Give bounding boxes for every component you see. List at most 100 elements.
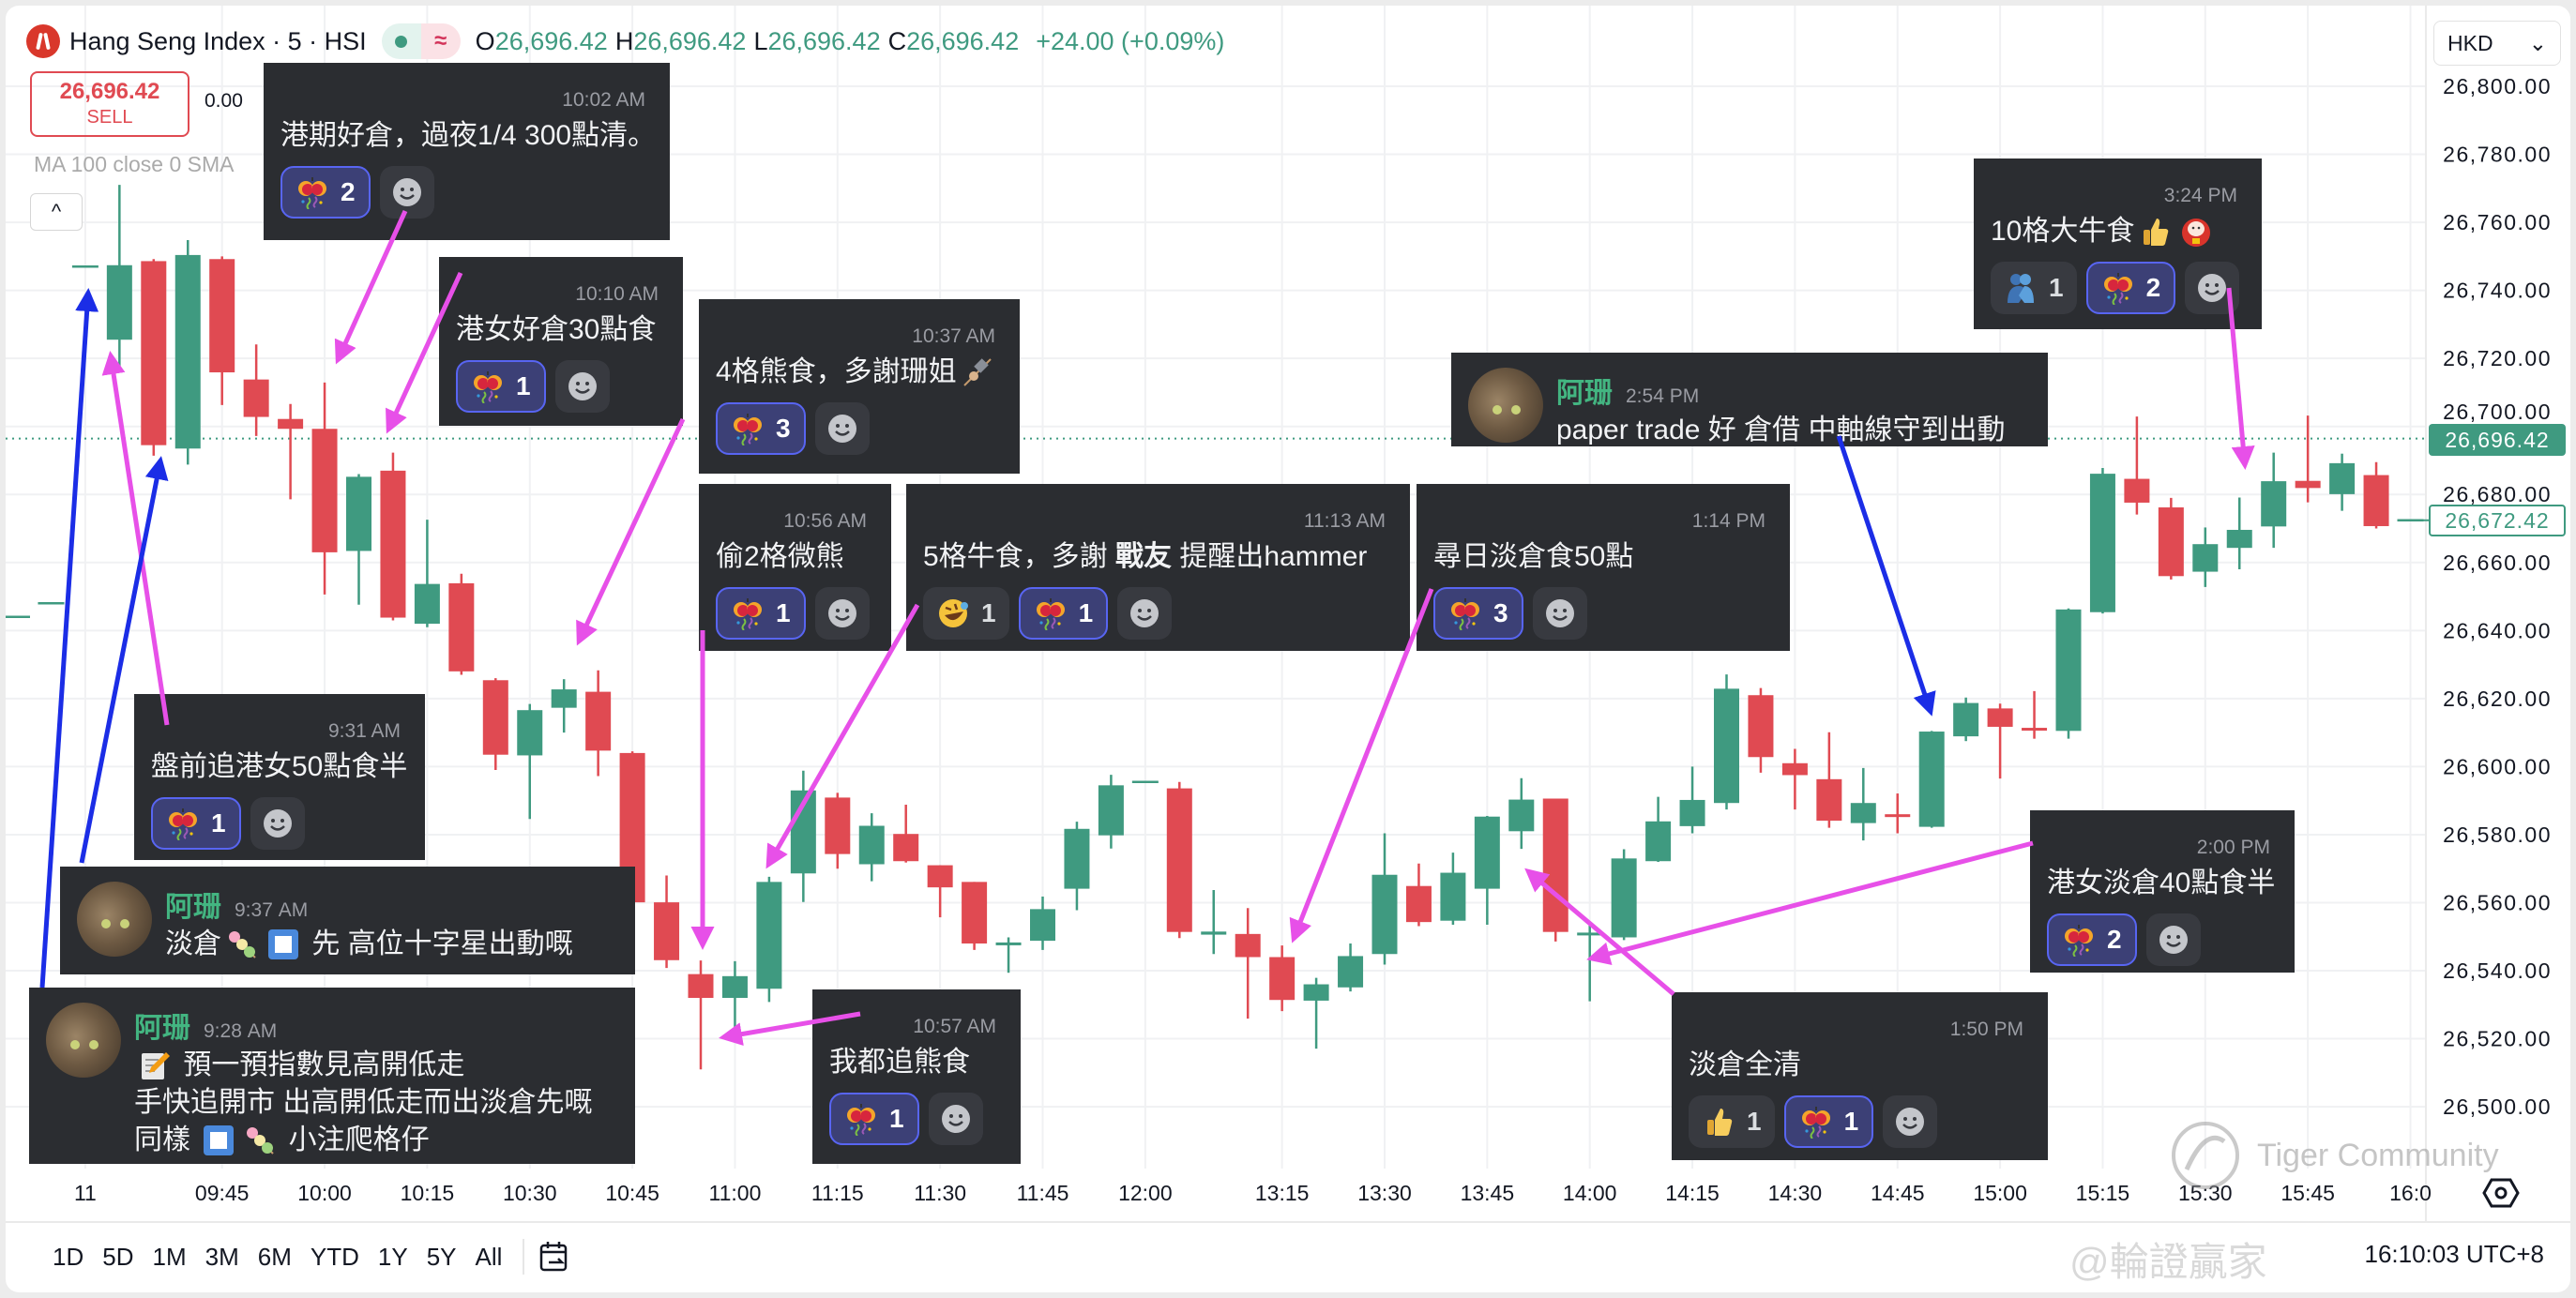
reaction-party-popper[interactable]: 1 — [829, 1093, 919, 1145]
candle — [1987, 703, 2013, 779]
reaction-party-popper[interactable]: 3 — [716, 402, 806, 455]
x-tick-label: 10:00 — [297, 1181, 352, 1205]
smile-icon — [826, 412, 859, 445]
add-reaction-button[interactable] — [2145, 913, 2201, 966]
dango-icon — [243, 1124, 277, 1157]
ohlc-l-label: L — [753, 26, 768, 55]
candle-body — [2022, 728, 2048, 732]
range-button-5d[interactable]: 5D — [102, 1242, 134, 1271]
add-reaction-button[interactable] — [928, 1093, 983, 1145]
chat-reply[interactable]: 2:00 PM 港女淡倉40點食半 2 — [2030, 810, 2295, 973]
chat-reply[interactable]: 10:02 AM 港期好倉，過夜1/4 300點清。 2 — [264, 63, 670, 240]
username[interactable]: 阿珊 — [1556, 378, 1613, 409]
add-reaction-button[interactable] — [379, 166, 434, 219]
chart-settings-icon[interactable] — [2482, 1176, 2520, 1210]
candle-body — [1338, 956, 1364, 988]
message-text: 手快追開市 出高開低走而出淡倉先嘅 — [134, 1087, 593, 1118]
daruma-icon — [2179, 215, 2213, 249]
avatar[interactable] — [1468, 368, 1543, 443]
chat-reply[interactable]: 10:56 AM 偷2格微熊 1 — [699, 484, 891, 651]
add-reaction-button[interactable] — [1117, 587, 1173, 640]
reaction-row: 2 — [280, 166, 653, 219]
candle — [1269, 945, 1296, 1012]
reaction-party-popper[interactable]: 2 — [2047, 913, 2137, 966]
clock-timezone[interactable]: 16:10:03 UTC+8 — [2364, 1240, 2544, 1268]
chat-reply[interactable]: 3:24 PM 10格大牛食 1 2 — [1974, 158, 2262, 329]
range-button-ytd[interactable]: YTD — [310, 1242, 359, 1271]
reaction-party-popper[interactable]: 1 — [716, 587, 806, 640]
reaction-thumbs-up[interactable]: 1 — [1689, 1095, 1775, 1148]
candle-body — [756, 882, 782, 989]
reaction-people-hugging[interactable]: 1 — [1991, 262, 2077, 314]
range-button-5y[interactable]: 5Y — [426, 1242, 457, 1271]
range-button-1y[interactable]: 1Y — [377, 1242, 408, 1271]
currency-select[interactable]: HKD ⌄ — [2433, 21, 2561, 66]
add-reaction-button[interactable] — [250, 797, 305, 850]
reaction-count: 1 — [889, 1104, 904, 1133]
y-tick-label: 26,740.00 — [2443, 279, 2552, 303]
username[interactable]: 阿珊 — [134, 1013, 190, 1044]
add-reaction-button[interactable] — [2185, 262, 2240, 314]
reaction-count: 3 — [776, 414, 791, 443]
chat-reply[interactable]: 10:10 AM 港女好倉30點食 1 — [439, 257, 683, 426]
add-reaction-button[interactable] — [554, 360, 610, 413]
chat-message[interactable]: 阿珊 2:54 PM paper trade 好 倉借 中軸線守到出動 — [1451, 353, 2048, 446]
candle — [1645, 796, 1672, 862]
avatar[interactable] — [77, 882, 152, 957]
candle-body — [1714, 688, 1739, 804]
add-reaction-button[interactable] — [814, 402, 870, 455]
x-tick-label: 14:45 — [1871, 1181, 1925, 1205]
chart-header: Hang Seng Index · 5 · HSI ≈ O26,696.42 H2… — [26, 23, 1232, 60]
smile-icon — [261, 807, 295, 840]
reaction-party-popper[interactable]: 1 — [151, 797, 241, 850]
chat-reply[interactable]: 10:37 AM 4格熊食，多謝珊姐 3 — [699, 299, 1020, 474]
avatar[interactable] — [46, 1003, 121, 1078]
range-button-1d[interactable]: 1D — [53, 1242, 84, 1271]
reaction-row: 3 — [1433, 587, 1773, 640]
range-button-all[interactable]: All — [475, 1242, 503, 1271]
reaction-party-popper[interactable]: 1 — [456, 360, 546, 413]
date-range-calendar-icon[interactable] — [536, 1238, 573, 1275]
x-tick-label: 12:00 — [1118, 1181, 1173, 1205]
chat-reply[interactable]: 1:14 PM 尋日淡倉食50點 3 — [1417, 484, 1790, 651]
reaction-party-popper[interactable]: 2 — [280, 166, 371, 219]
candle-body — [1781, 762, 1808, 776]
reaction-party-popper[interactable]: 3 — [1433, 587, 1523, 640]
add-reaction-button[interactable] — [1532, 587, 1587, 640]
reaction-party-popper[interactable]: 1 — [1018, 587, 1109, 640]
range-button-3m[interactable]: 3M — [205, 1242, 239, 1271]
reaction-rolling-laughing[interactable]: 1 — [923, 587, 1009, 640]
chat-message[interactable]: 阿珊 9:28 AM 預一預指數見高開低走 手快追開市 出高開低走而出淡倉先嘅 同樣 … — [29, 988, 635, 1164]
indicator-legend[interactable]: MA 100 close 0 SMA — [34, 152, 235, 176]
range-button-6m[interactable]: 6M — [257, 1242, 292, 1271]
reaction-row: 1 — [829, 1093, 1004, 1145]
chat-reply[interactable]: 11:13 AM 5格牛食，多謝 戰友 提醒出hammer 1 1 — [906, 484, 1410, 651]
message-body: 盤前追港女50點食半 — [151, 748, 408, 786]
chat-reply[interactable]: 1:50 PM 淡倉全清 1 1 — [1672, 992, 2048, 1160]
reaction-party-popper[interactable]: 1 — [1783, 1095, 1874, 1148]
candle-body — [243, 379, 269, 417]
reaction-row: 1 — [456, 360, 666, 413]
y-tick-label: 26,680.00 — [2443, 482, 2552, 506]
collapse-legend-button[interactable]: ^ — [30, 193, 83, 231]
candle-body — [346, 476, 371, 551]
range-button-1m[interactable]: 1M — [152, 1242, 187, 1271]
reaction-count: 1 — [1843, 1107, 1859, 1136]
candle-body — [1577, 932, 1603, 936]
chat-reply[interactable]: 10:57 AM 我都追熊食 1 — [812, 989, 1021, 1164]
add-reaction-button[interactable] — [1883, 1095, 1938, 1148]
message-body: 4格熊食，多謝珊姐 — [716, 354, 1003, 391]
sell-button[interactable]: 26,696.42 SELL — [30, 71, 189, 137]
message-time: 10:56 AM — [783, 510, 867, 532]
symbol-title[interactable]: Hang Seng Index · 5 · HSI — [69, 26, 367, 55]
x-tick-label: 13:45 — [1461, 1181, 1515, 1205]
add-reaction-button[interactable] — [814, 587, 870, 640]
market-status-pill[interactable]: ≈ — [381, 23, 461, 59]
candle-body — [790, 790, 816, 874]
reaction-party-popper[interactable]: 2 — [2085, 262, 2176, 314]
party-popper-icon — [1448, 596, 1482, 631]
x-tick-label: 15:15 — [2076, 1181, 2130, 1205]
username[interactable]: 阿珊 — [165, 892, 221, 923]
chat-message[interactable]: 阿珊 9:37 AM 淡倉 先 高位十字星出動嘅 — [60, 867, 635, 974]
chat-reply[interactable]: 9:31 AM 盤前追港女50點食半 1 — [134, 694, 425, 860]
